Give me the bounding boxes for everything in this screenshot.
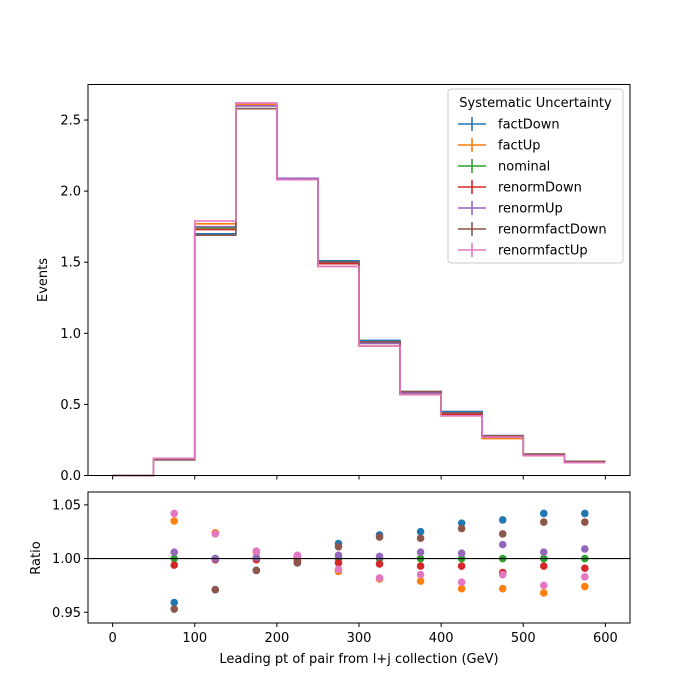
ratio-x-tick-label: 0 xyxy=(108,631,116,646)
ratio-point xyxy=(539,581,548,590)
legend-entries: factDown factUp nominal renormDown renormUp r… xyxy=(458,117,607,259)
main-y-tick-label: 0.0 xyxy=(60,469,81,484)
ratio-point xyxy=(539,562,548,570)
ratio-point xyxy=(416,534,425,542)
legend-label: factDown xyxy=(498,118,560,133)
ratio-y-tick-label: 1.00 xyxy=(52,552,81,567)
ratio-point xyxy=(375,560,384,568)
ratio-series-renormfactDown xyxy=(170,518,589,613)
ratio-series-renormfactUp xyxy=(170,509,589,590)
legend-entry-renormfactUp: renormfactUp xyxy=(458,243,588,259)
ratio-point xyxy=(498,540,507,549)
ratio-x-tick-label: 200 xyxy=(264,631,289,646)
main-panel: 0.0 0.5 1.0 1.5 2.0 2.5 Events Systematic Unc… xyxy=(36,84,631,484)
main-x-ticks xyxy=(112,475,606,480)
ratio-point xyxy=(539,509,548,518)
main-y-ticks: 0.0 0.5 1.0 1.5 2.0 2.5 xyxy=(60,114,88,484)
ratio-point xyxy=(375,533,384,541)
ratio-y-axis-label: Ratio xyxy=(29,541,44,574)
ratio-point xyxy=(211,530,220,538)
ratio-point xyxy=(457,519,466,527)
legend-entry-renormUp: renormUp xyxy=(458,201,563,217)
legend-entry-nominal: nominal xyxy=(458,159,550,175)
ratio-series-group xyxy=(170,509,589,613)
ratio-point xyxy=(211,585,220,594)
main-y-tick-label: 2.5 xyxy=(60,114,81,129)
ratio-point xyxy=(581,545,589,553)
ratio-point xyxy=(416,577,425,585)
ratio-point xyxy=(375,574,384,582)
ratio-point xyxy=(170,548,179,556)
ratio-point xyxy=(539,518,548,526)
ratio-x-tick-label: 600 xyxy=(593,631,618,646)
ratio-point xyxy=(581,518,589,526)
ratio-point xyxy=(416,548,425,556)
ratio-x-tick-label: 500 xyxy=(511,631,536,646)
ratio-series-renormUp xyxy=(170,540,589,563)
ratio-point xyxy=(334,565,343,574)
ratio-point xyxy=(252,553,261,562)
legend-entry-renormfactDown: renormfactDown xyxy=(458,222,607,238)
ratio-point xyxy=(252,566,261,575)
ratio-point xyxy=(170,509,179,518)
main-y-tick-label: 2.0 xyxy=(60,185,81,200)
ratio-panel: 0.95 1.00 1.05 0 100 200 300 400 500 600 Ratio L… xyxy=(29,491,631,667)
ratio-point xyxy=(457,549,466,558)
ratio-point xyxy=(581,509,589,518)
ratio-point xyxy=(457,578,466,586)
legend-frame xyxy=(447,88,624,264)
legend-label: factUp xyxy=(498,139,541,154)
legend-entry-renormDown: renormDown xyxy=(458,180,582,196)
ratio-point xyxy=(293,551,302,560)
legend-label: renormfactDown xyxy=(498,223,607,238)
ratio-point xyxy=(416,527,425,536)
ratio-point xyxy=(498,530,507,538)
ratio-point xyxy=(170,598,179,607)
main-step-line-renormfactUp xyxy=(112,102,606,477)
main-y-tick-label: 1.5 xyxy=(60,256,81,271)
main-y-tick-label: 0.5 xyxy=(60,398,81,413)
ratio-point xyxy=(581,573,589,581)
ratio-x-tick-label: 300 xyxy=(347,631,372,646)
ratio-x-ticks: 0 100 200 300 400 500 600 xyxy=(108,623,618,646)
ratio-point xyxy=(539,548,548,556)
ratio-point xyxy=(498,516,507,524)
ratio-point xyxy=(498,584,507,593)
ratio-y-tick-label: 1.05 xyxy=(52,498,81,513)
legend-label: renormUp xyxy=(498,202,563,217)
ratio-x-axis-label: Leading pt of pair from l+j collection (… xyxy=(219,652,498,667)
ratio-x-tick-label: 400 xyxy=(429,631,454,646)
legend-label: renormDown xyxy=(498,181,582,196)
ratio-y-tick-label: 0.95 xyxy=(52,606,81,621)
ratio-point xyxy=(334,551,343,560)
ratio-point xyxy=(416,562,425,570)
ratio-point xyxy=(252,547,261,555)
ratio-point xyxy=(293,559,302,567)
main-series-group xyxy=(112,102,606,477)
ratio-point xyxy=(581,564,589,573)
ratio-point xyxy=(457,584,466,593)
legend-entry-factDown: factDown xyxy=(458,117,560,133)
ratio-point xyxy=(170,561,179,569)
ratio-point xyxy=(581,582,589,591)
ratio-point xyxy=(498,570,507,579)
ratio-point xyxy=(539,589,548,597)
ratio-point xyxy=(457,562,466,570)
ratio-point xyxy=(334,542,343,551)
legend: Systematic Uncertainty factDown factUp nom… xyxy=(447,88,624,264)
ratio-x-tick-label: 100 xyxy=(182,631,207,646)
ratio-point xyxy=(416,570,425,579)
ratio-point xyxy=(170,605,179,613)
legend-entry-factUp: factUp xyxy=(458,138,541,154)
main-y-tick-label: 1.0 xyxy=(60,327,81,342)
main-y-axis-label: Events xyxy=(36,258,51,302)
legend-label: renormfactUp xyxy=(498,244,588,259)
legend-label: nominal xyxy=(498,160,550,175)
ratio-point xyxy=(334,559,343,567)
ratio-y-ticks: 0.95 1.00 1.05 xyxy=(52,498,88,621)
ratio-point xyxy=(170,517,179,525)
legend-title: Systematic Uncertainty xyxy=(459,96,612,111)
ratio-point xyxy=(457,524,466,533)
